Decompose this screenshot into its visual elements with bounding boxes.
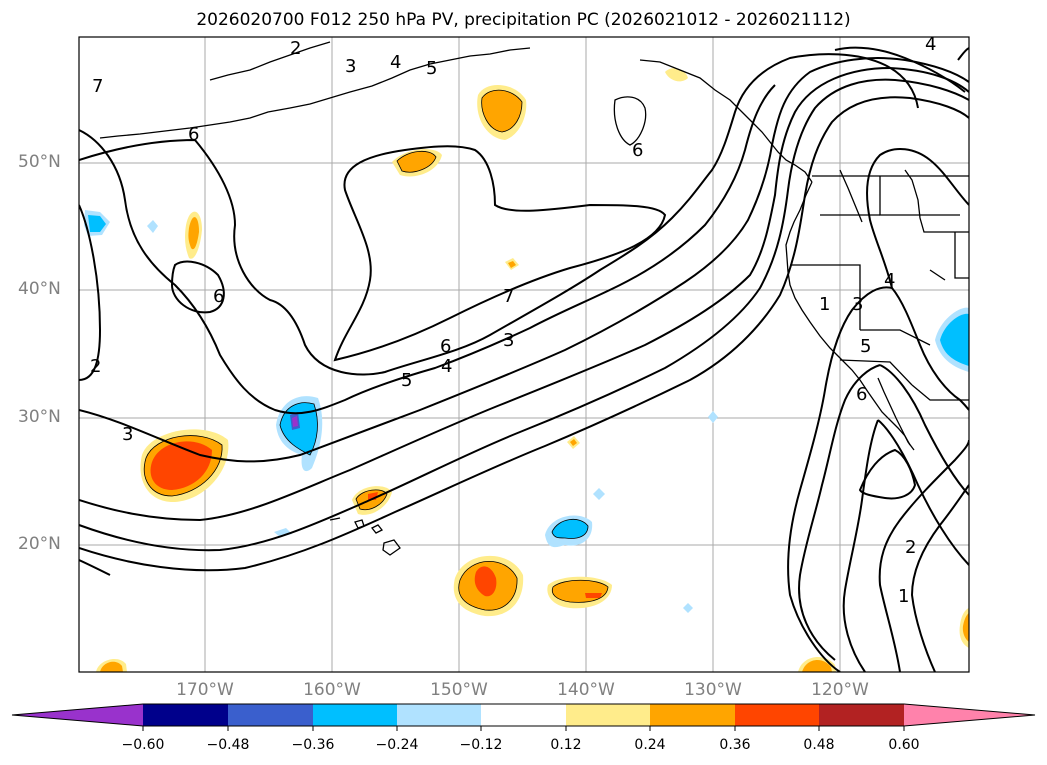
longitude-label: 170°W [176, 680, 234, 700]
colorbar-segment [650, 704, 735, 726]
longitude-label: 160°W [303, 680, 361, 700]
longitude-label: 130°W [684, 680, 742, 700]
map-frame [78, 36, 970, 673]
colorbar-segment [397, 704, 481, 726]
colorbar-tick-label: 0.36 [719, 737, 751, 753]
longitude-label: 150°W [430, 680, 488, 700]
contour-label: 6 [213, 286, 224, 307]
contour-label: 4 [884, 270, 895, 291]
colorbar-segment [12, 704, 143, 726]
longitude-label: 120°W [811, 680, 869, 700]
contour-label: 7 [503, 286, 514, 307]
figure-title: 2026020700 F012 250 hPa PV, precipitatio… [196, 10, 851, 30]
contour-label: 3 [852, 294, 863, 315]
colorbar-tick-label: 0.48 [803, 737, 835, 753]
contour-label: 7 [92, 76, 103, 97]
pv-contours [79, 46, 969, 672]
contour-label: 4 [925, 34, 936, 55]
colorbar-tick-label: −0.36 [291, 737, 335, 753]
contour-label: 5 [401, 370, 412, 391]
colorbar-tick-label: −0.60 [121, 737, 165, 753]
latitude-label: 50°N [18, 152, 61, 172]
latitude-label: 20°N [18, 534, 61, 554]
contour-label: 1 [898, 586, 909, 607]
colorbar-segment [566, 704, 650, 726]
contour-label: 2 [90, 356, 101, 377]
colorbar-tick-label: −0.48 [206, 737, 250, 753]
contour-label: 6 [440, 336, 451, 357]
contour-label: 3 [503, 330, 514, 351]
colorbar-segment [481, 704, 566, 726]
precipitation-shading [84, 68, 969, 672]
contour-label: 3 [345, 56, 356, 77]
colorbar [11, 703, 1036, 731]
colorbar-segment [143, 704, 228, 726]
colorbar-tick-label: 0.12 [550, 737, 582, 753]
colorbar-tick-label: −0.12 [459, 737, 503, 753]
contour-label: 1 [819, 294, 830, 315]
contour-label: 4 [390, 52, 401, 73]
map-panel [79, 37, 969, 672]
colorbar-tick-label: −0.24 [375, 737, 419, 753]
contour-label: 2 [905, 537, 916, 558]
colorbar-segment [228, 704, 313, 726]
contour-label: 4 [441, 356, 452, 377]
contour-label: 2 [290, 38, 301, 59]
contour-label: 6 [188, 124, 199, 145]
colorbar-segment [819, 704, 904, 726]
contour-labels: 2 3 4 5 6 7 6 6 2 3 7 5 4 6 3 1 3 5 6 4 … [90, 34, 936, 607]
gridlines [79, 37, 969, 672]
colorbar-tick-label: 0.60 [888, 737, 920, 753]
colorbar-segment [313, 704, 397, 726]
contour-label: 5 [860, 336, 871, 357]
latitude-label: 40°N [18, 279, 61, 299]
colorbar-segment [735, 704, 819, 726]
contour-label: 3 [122, 424, 133, 445]
latitude-label: 30°N [18, 407, 61, 427]
precipitation-outlines [144, 89, 609, 611]
contour-label: 5 [426, 58, 437, 79]
contour-label: 6 [632, 140, 643, 161]
longitude-label: 140°W [557, 680, 615, 700]
colorbar-tick-label: 0.24 [634, 737, 666, 753]
contour-label: 6 [856, 384, 867, 405]
coastlines [99, 41, 969, 556]
colorbar-segment [904, 704, 1035, 726]
